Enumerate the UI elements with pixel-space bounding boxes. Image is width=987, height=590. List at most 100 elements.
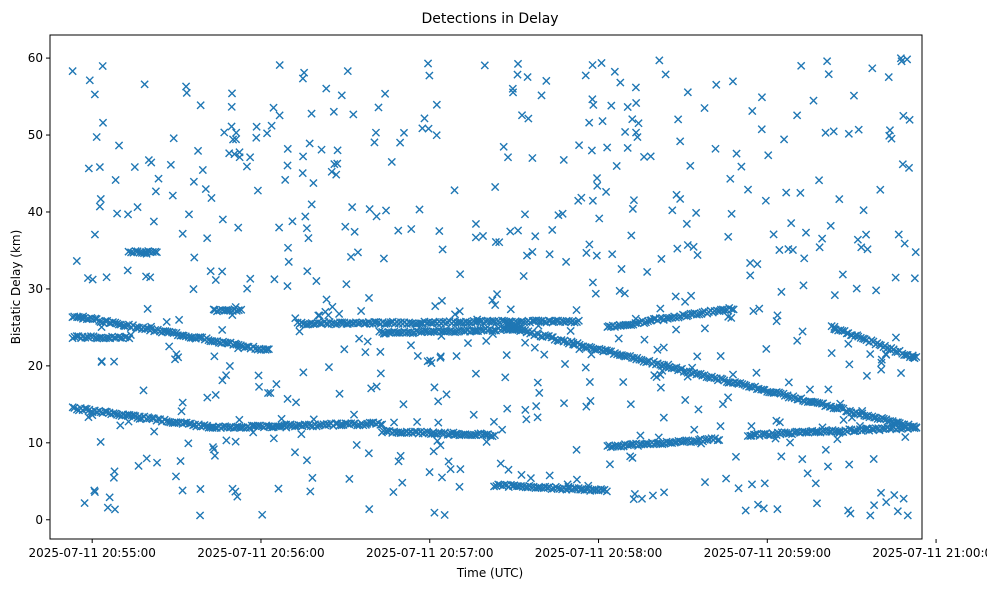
clutter-point bbox=[394, 226, 403, 235]
clutter-point bbox=[116, 421, 125, 430]
track-point bbox=[710, 373, 719, 383]
clutter-point bbox=[877, 358, 886, 367]
clutter-point bbox=[683, 88, 692, 97]
track-point bbox=[736, 378, 745, 388]
clutter-point bbox=[139, 386, 148, 395]
clutter-point bbox=[608, 250, 617, 259]
clutter-point bbox=[693, 250, 702, 260]
clutter-point bbox=[884, 73, 893, 82]
clutter-point bbox=[798, 455, 807, 464]
clutter-point bbox=[862, 424, 871, 433]
clutter-point bbox=[724, 393, 733, 402]
clutter-point bbox=[560, 359, 570, 369]
y-tick-label: 40 bbox=[28, 205, 43, 219]
clutter-point bbox=[586, 396, 595, 406]
clutter-point bbox=[890, 490, 899, 500]
clutter-point bbox=[130, 162, 139, 172]
clutter-point bbox=[330, 160, 339, 169]
clutter-point bbox=[190, 253, 199, 262]
clutter-point bbox=[234, 223, 243, 232]
clutter-point bbox=[254, 382, 264, 391]
clutter-point bbox=[876, 185, 885, 194]
clutter-point bbox=[537, 91, 546, 100]
clutter-point bbox=[281, 175, 290, 184]
clutter-point bbox=[438, 245, 447, 254]
clutter-point bbox=[335, 389, 344, 398]
clutter-point bbox=[450, 310, 460, 319]
clutter-point bbox=[700, 324, 710, 333]
track-point bbox=[430, 327, 439, 336]
clutter-point bbox=[737, 162, 746, 171]
clutter-point bbox=[727, 313, 736, 322]
clutter-point bbox=[614, 334, 623, 343]
clutter-point bbox=[901, 432, 910, 442]
clutter-point bbox=[283, 243, 293, 252]
clutter-point bbox=[671, 325, 681, 334]
clutter-point bbox=[103, 503, 112, 512]
clutter-point bbox=[269, 434, 278, 443]
clutter-point bbox=[370, 138, 379, 147]
clutter-point bbox=[650, 371, 659, 380]
clutter-point bbox=[838, 270, 847, 279]
clutter-point bbox=[96, 194, 105, 204]
clutter-point bbox=[142, 249, 151, 258]
clutter-point bbox=[561, 257, 571, 266]
track-point bbox=[900, 350, 909, 360]
clutter-point bbox=[389, 418, 399, 427]
clutter-point bbox=[308, 473, 317, 482]
x-tick-label: 2025-07-11 20:59:00 bbox=[704, 546, 831, 560]
clutter-point bbox=[734, 484, 743, 493]
clutter-point bbox=[453, 430, 462, 439]
clutter-point bbox=[823, 462, 833, 471]
clutter-point bbox=[365, 205, 374, 214]
clutter-point bbox=[407, 224, 416, 234]
clutter-point bbox=[716, 422, 725, 431]
clutter-point bbox=[295, 327, 304, 336]
clutter-point bbox=[772, 416, 781, 425]
clutter-point bbox=[877, 365, 886, 374]
clutter-point bbox=[482, 430, 491, 439]
clutter-point bbox=[615, 286, 624, 295]
clutter-point bbox=[643, 267, 652, 277]
clutter-point bbox=[847, 413, 857, 422]
y-tick-label: 30 bbox=[28, 282, 43, 296]
x-axis-label: Time (UTC) bbox=[456, 566, 523, 580]
clutter-point bbox=[327, 167, 336, 176]
clutter-point bbox=[690, 425, 699, 434]
clutter-point bbox=[126, 330, 135, 340]
clutter-point bbox=[207, 193, 216, 203]
clutter-point bbox=[195, 511, 205, 520]
clutter-point bbox=[423, 357, 432, 366]
clutter-point bbox=[797, 61, 806, 70]
clutter-point bbox=[146, 273, 155, 282]
clutter-point bbox=[352, 440, 361, 450]
clutter-point bbox=[506, 305, 515, 314]
clutter-point bbox=[303, 267, 312, 276]
clutter-point bbox=[269, 103, 278, 112]
clutter-point bbox=[798, 327, 807, 336]
track-point bbox=[757, 385, 766, 394]
clutter-point bbox=[746, 258, 755, 268]
clutter-point bbox=[716, 351, 725, 361]
clutter-point bbox=[668, 206, 677, 215]
clutter-point bbox=[818, 423, 827, 432]
clutter-point bbox=[588, 196, 597, 205]
clutter-point bbox=[836, 399, 845, 408]
clutter-point bbox=[88, 411, 97, 420]
clutter-point bbox=[252, 122, 261, 131]
clutter-point bbox=[724, 232, 733, 241]
track-point bbox=[169, 328, 178, 338]
clutter-point bbox=[799, 281, 808, 290]
clutter-point bbox=[252, 133, 261, 142]
clutter-point bbox=[863, 245, 872, 254]
clutter-point bbox=[211, 390, 220, 400]
clutter-point bbox=[266, 388, 275, 398]
clutter-point bbox=[109, 357, 119, 366]
clutter-point bbox=[845, 360, 854, 369]
clutter-point bbox=[812, 499, 822, 508]
track-point bbox=[769, 430, 778, 439]
clutter-point bbox=[728, 77, 738, 86]
clutter-point bbox=[693, 352, 702, 361]
clutter-point bbox=[528, 247, 537, 257]
clutter-point bbox=[435, 226, 444, 236]
